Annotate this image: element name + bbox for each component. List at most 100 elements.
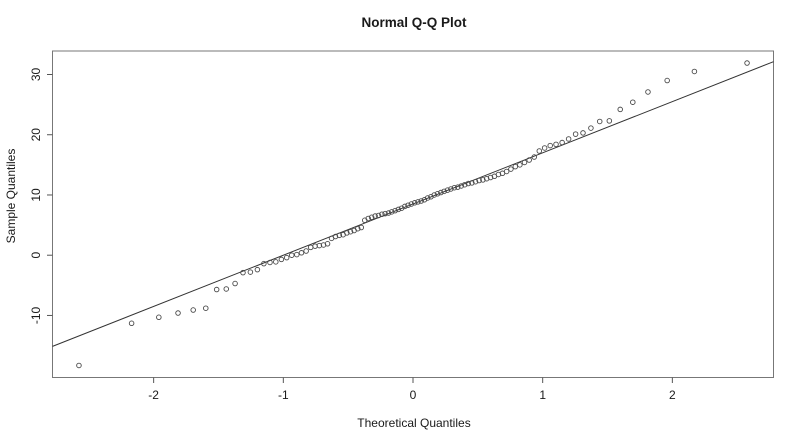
data-point	[278, 256, 285, 263]
data-point	[232, 280, 238, 287]
data-point	[347, 228, 354, 235]
data-point	[213, 286, 220, 293]
data-point	[617, 106, 623, 113]
x-axis-ticks: -2 -1 0 1 2	[148, 377, 676, 402]
y-tick-label: 10	[29, 188, 43, 202]
x-tick-label: -1	[278, 388, 289, 402]
data-point	[175, 310, 181, 316]
data-point	[392, 207, 398, 214]
data-point	[431, 192, 438, 198]
data-point	[415, 199, 421, 205]
x-tick-label: 2	[669, 388, 676, 402]
data-point	[365, 215, 372, 222]
data-point	[541, 145, 548, 151]
data-point	[156, 314, 162, 321]
data-point	[517, 162, 523, 168]
data-point	[606, 118, 613, 124]
data-point	[254, 266, 261, 273]
data-point	[448, 186, 454, 192]
plot-border-box	[52, 50, 774, 378]
data-point	[307, 244, 314, 251]
data-point	[382, 210, 388, 217]
data-point	[418, 198, 424, 204]
data-point	[480, 177, 486, 183]
data-point	[385, 210, 392, 216]
y-tick-label: -10	[29, 306, 43, 324]
data-point	[476, 177, 482, 184]
chart-title: Normal Q-Q Plot	[361, 15, 467, 30]
scatter-points	[76, 60, 750, 369]
data-point	[531, 154, 538, 160]
data-point	[358, 224, 365, 231]
y-axis-ticks: -10 0 10 20 30	[29, 67, 53, 324]
data-point	[441, 188, 447, 195]
data-point	[596, 118, 603, 125]
x-tick-label: 1	[539, 388, 546, 402]
data-point	[664, 77, 670, 84]
data-point	[691, 68, 698, 75]
data-point	[472, 178, 479, 185]
x-tick-label: 0	[410, 388, 417, 402]
data-point	[521, 159, 528, 166]
data-point	[298, 250, 305, 256]
y-axis-label: Sample Quantiles	[4, 149, 18, 244]
data-point	[289, 252, 295, 258]
data-point	[283, 254, 290, 261]
data-point	[223, 286, 230, 292]
data-point	[559, 139, 565, 146]
data-point	[324, 241, 331, 247]
data-point	[261, 260, 267, 267]
data-point	[336, 232, 343, 239]
data-point	[645, 89, 651, 95]
data-point	[547, 142, 553, 149]
data-point	[508, 166, 514, 172]
data-point	[203, 305, 209, 311]
y-tick-label: 0	[29, 252, 43, 259]
data-point	[454, 184, 461, 190]
data-point	[76, 362, 82, 369]
data-point	[379, 211, 385, 217]
data-point	[572, 131, 579, 137]
data-point	[461, 181, 468, 188]
data-point	[512, 163, 519, 170]
data-point	[128, 320, 135, 327]
data-point	[247, 269, 254, 275]
data-point	[190, 307, 196, 313]
data-point	[408, 201, 415, 207]
data-point	[372, 213, 378, 219]
data-point	[526, 157, 532, 163]
data-point	[375, 212, 382, 219]
data-point	[368, 214, 375, 221]
data-point	[438, 189, 444, 196]
y-tick-label: 20	[29, 128, 43, 142]
data-point	[294, 251, 300, 258]
x-axis-label: Theoretical Quantiles	[357, 416, 470, 430]
x-tick-label: -2	[148, 388, 159, 402]
data-point	[434, 191, 441, 197]
data-point	[565, 136, 572, 142]
y-tick-label: 30	[29, 67, 43, 81]
data-point	[503, 168, 510, 175]
data-point	[355, 225, 361, 232]
data-point	[273, 259, 279, 265]
data-point	[553, 141, 559, 148]
data-point	[744, 60, 750, 66]
data-point	[465, 180, 471, 187]
data-point	[458, 183, 464, 189]
data-point	[411, 200, 418, 206]
data-point	[402, 203, 408, 210]
data-point	[588, 125, 594, 131]
data-point	[451, 184, 458, 191]
data-point	[580, 130, 586, 136]
data-point	[444, 187, 451, 193]
data-point	[344, 230, 350, 236]
data-point	[424, 195, 431, 201]
data-point	[388, 209, 395, 215]
data-point	[303, 248, 309, 254]
data-point	[469, 180, 475, 186]
data-point	[267, 259, 273, 266]
data-point	[240, 269, 246, 276]
data-point	[536, 148, 543, 154]
